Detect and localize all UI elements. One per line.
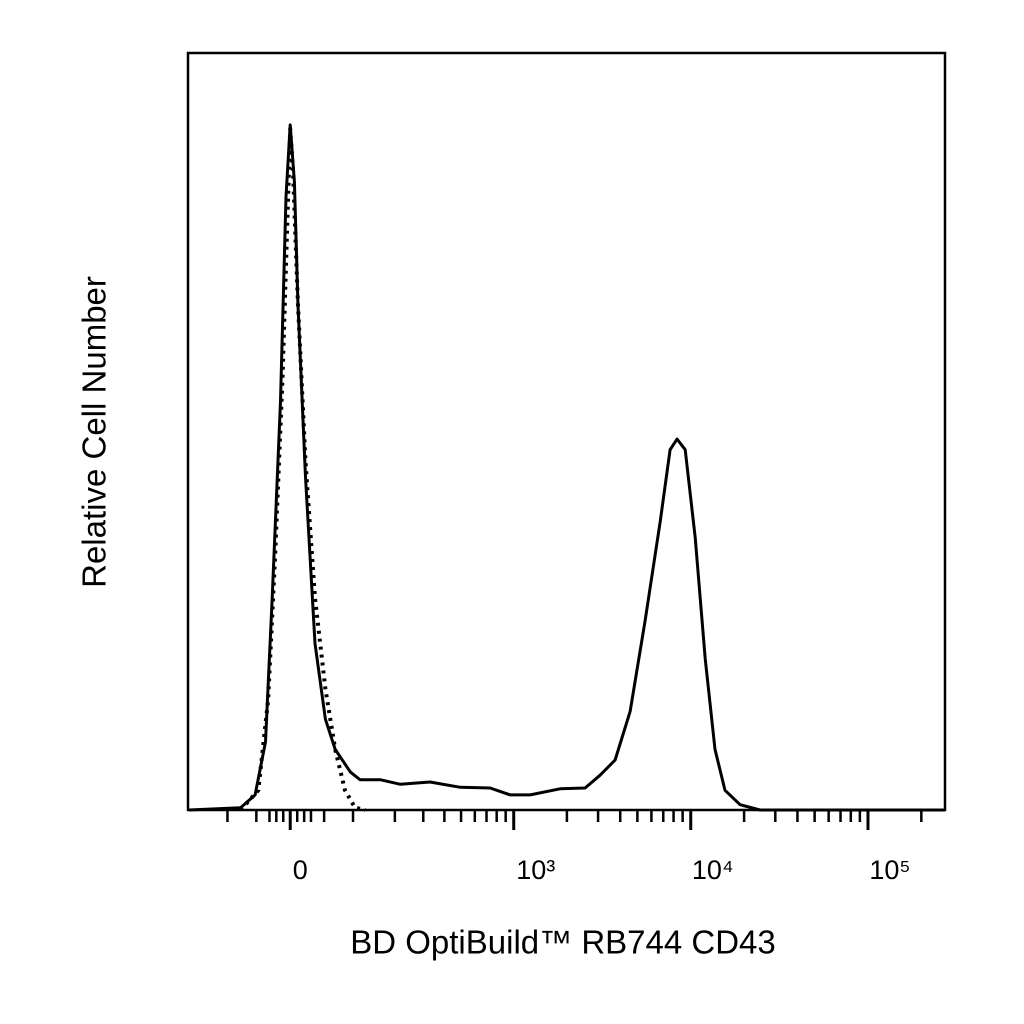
histogram-curve xyxy=(239,126,366,812)
y-axis-label: Relative Cell Number xyxy=(76,276,113,588)
x-tick-label: 10³ xyxy=(516,855,555,885)
x-tick-label: 10⁴ xyxy=(692,855,734,885)
plot-frame xyxy=(186,51,947,812)
x-tick-label: 10⁵ xyxy=(869,855,910,885)
x-axis-label: BD OptiBuild™ RB744 CD43 xyxy=(350,924,776,961)
histogram-curve xyxy=(188,123,945,812)
x-tick-label: 0 xyxy=(293,855,308,885)
